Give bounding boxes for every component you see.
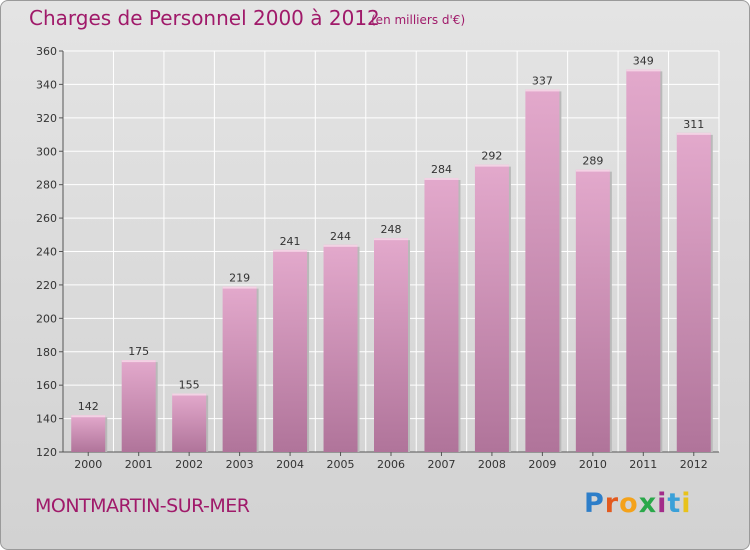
bar (273, 249, 308, 452)
logo-letter: i (681, 488, 692, 519)
logo-letter: P (584, 488, 605, 519)
x-tick-label: 2001 (125, 458, 153, 471)
data-label: 241 (280, 235, 301, 248)
logo-letter: x (638, 488, 658, 519)
x-tick-label: 2007 (427, 458, 455, 471)
logo-letter: t (667, 488, 682, 519)
bars (71, 69, 713, 453)
y-tick-label: 180 (36, 346, 57, 359)
bar (626, 69, 661, 453)
data-label: 142 (78, 400, 99, 413)
y-tick-label: 200 (36, 312, 57, 325)
bar (222, 286, 257, 452)
bar-highlight (71, 415, 106, 418)
bar (121, 360, 156, 452)
y-tick-label: 360 (36, 45, 57, 58)
y-tick-label: 260 (36, 212, 57, 225)
data-label: 219 (229, 272, 250, 285)
bar-highlight (474, 164, 509, 167)
x-tick-label: 2002 (175, 458, 203, 471)
bar (424, 177, 459, 452)
proxiti-logo: Proxiti (584, 488, 692, 519)
y-tick-label: 120 (36, 446, 57, 459)
data-label: 311 (683, 118, 704, 131)
x-tick-label: 2011 (629, 458, 657, 471)
bar (474, 164, 509, 452)
x-tick-label: 2004 (276, 458, 304, 471)
data-label: 248 (381, 223, 402, 236)
x-tick-label: 2006 (377, 458, 405, 471)
data-label: 175 (128, 345, 149, 358)
logo-letter: i (657, 488, 668, 519)
bar (71, 415, 106, 452)
bar (575, 169, 610, 453)
x-tick-label: 2012 (680, 458, 708, 471)
data-label: 349 (633, 54, 654, 67)
y-tick-label: 340 (36, 78, 57, 91)
data-label: 284 (431, 163, 452, 176)
data-label: 292 (481, 150, 502, 163)
bar (676, 132, 711, 452)
bar-highlight (222, 286, 257, 289)
bar-highlight (626, 69, 661, 72)
data-label: 337 (532, 74, 553, 87)
bar-highlight (374, 238, 408, 241)
logo-letter: o (619, 488, 639, 519)
bar (172, 393, 207, 452)
y-tick-label: 160 (36, 379, 57, 392)
x-tick-label: 2000 (74, 458, 102, 471)
y-tick-label: 280 (36, 179, 57, 192)
bar-highlight (172, 393, 207, 396)
x-tick-label: 2009 (528, 458, 556, 471)
x-tick-label: 2010 (579, 458, 607, 471)
x-tick-label: 2003 (226, 458, 254, 471)
data-label: 244 (330, 230, 351, 243)
bar (525, 89, 560, 452)
bar-highlight (323, 244, 358, 247)
bar (323, 244, 358, 452)
data-label: 155 (179, 379, 200, 392)
x-tick-label: 2005 (327, 458, 355, 471)
x-tick-label: 2008 (478, 458, 506, 471)
y-tick-label: 220 (36, 279, 57, 292)
town-name: MONTMARTIN-SUR-MER (35, 495, 250, 517)
y-tick-label: 300 (36, 145, 57, 158)
data-label: 289 (582, 155, 603, 168)
logo-letter: r (604, 488, 620, 519)
y-tick-label: 240 (36, 246, 57, 259)
bar-highlight (424, 177, 459, 180)
bar-highlight (575, 169, 610, 172)
chart-subtitle: (en milliers d'€) (371, 13, 466, 27)
bar-highlight (676, 132, 711, 135)
y-tick-label: 140 (36, 413, 57, 426)
y-tick-label: 320 (36, 112, 57, 125)
chart-title: Charges de Personnel 2000 à 2012 (29, 6, 380, 30)
bar-highlight (273, 249, 308, 252)
bar-highlight (525, 89, 560, 92)
bar (374, 238, 408, 452)
bar-highlight (121, 360, 156, 363)
labels: 142 2000 175 2001 155 2002 219 2003 241 2004 244 20… (74, 54, 708, 471)
